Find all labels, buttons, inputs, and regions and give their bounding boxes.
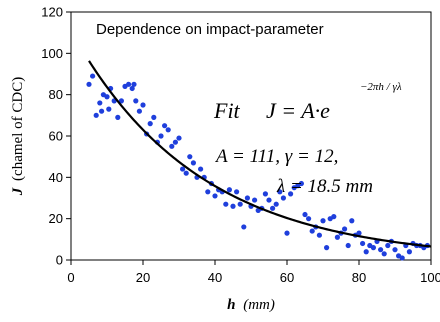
fit-params-line1: A = 111, γ = 12, bbox=[214, 146, 338, 167]
data-point bbox=[97, 100, 102, 105]
data-point bbox=[234, 189, 239, 194]
x-axis-label: h (mm) bbox=[227, 297, 275, 313]
data-point bbox=[331, 214, 336, 219]
data-point bbox=[140, 102, 145, 107]
data-point bbox=[335, 235, 340, 240]
data-point bbox=[151, 115, 156, 120]
fit-equation: J = A·e bbox=[266, 98, 330, 123]
data-point bbox=[266, 197, 271, 202]
chart-title: Dependence on impact-parameter bbox=[96, 21, 324, 38]
data-point bbox=[173, 140, 178, 145]
data-point bbox=[184, 171, 189, 176]
data-point bbox=[106, 107, 111, 112]
data-point bbox=[245, 195, 250, 200]
data-point bbox=[230, 204, 235, 209]
y-tick-label: 60 bbox=[49, 129, 63, 144]
data-point bbox=[137, 109, 142, 114]
x-tick-label: 40 bbox=[208, 270, 222, 285]
data-point bbox=[176, 135, 181, 140]
fit-exponent: −2πh / γλ bbox=[360, 81, 402, 93]
data-point bbox=[166, 127, 171, 132]
data-point bbox=[360, 241, 365, 246]
data-point bbox=[104, 94, 109, 99]
data-point bbox=[90, 73, 95, 78]
data-point bbox=[133, 98, 138, 103]
plot-area bbox=[71, 12, 431, 260]
y-tick-label: 20 bbox=[49, 211, 63, 226]
data-point bbox=[342, 226, 347, 231]
y-tick-label: 40 bbox=[49, 170, 63, 185]
data-point bbox=[392, 247, 397, 252]
data-point bbox=[238, 202, 243, 207]
data-point bbox=[349, 218, 354, 223]
data-point bbox=[306, 216, 311, 221]
data-point bbox=[187, 154, 192, 159]
data-point bbox=[126, 82, 131, 87]
data-point bbox=[252, 197, 257, 202]
data-point bbox=[263, 191, 268, 196]
y-tick-label: 80 bbox=[49, 87, 63, 102]
data-point bbox=[212, 193, 217, 198]
data-point bbox=[115, 115, 120, 120]
x-tick-label: 60 bbox=[280, 270, 294, 285]
data-point bbox=[86, 82, 91, 87]
x-tick-label: 0 bbox=[67, 270, 74, 285]
data-point bbox=[148, 121, 153, 126]
data-point bbox=[346, 243, 351, 248]
y-tick-label: 120 bbox=[41, 5, 63, 20]
data-point bbox=[198, 166, 203, 171]
data-point bbox=[205, 189, 210, 194]
y-axis: 0 20 40 60 80 100 120 bbox=[41, 5, 71, 268]
data-point bbox=[317, 233, 322, 238]
x-axis: 0 20 40 60 80 100 bbox=[67, 260, 440, 285]
data-point bbox=[191, 160, 196, 165]
fit-params-line2: λ = 18.5 mm bbox=[276, 176, 373, 197]
data-point bbox=[378, 247, 383, 252]
data-point bbox=[94, 113, 99, 118]
y-tick-label: 100 bbox=[41, 46, 63, 61]
data-point bbox=[162, 123, 167, 128]
y-axis-label: J (chamel of CDC) bbox=[10, 77, 26, 196]
data-point bbox=[382, 251, 387, 256]
data-point bbox=[400, 255, 405, 260]
data-point bbox=[310, 228, 315, 233]
y-tick-label: 0 bbox=[56, 253, 63, 268]
data-point bbox=[158, 133, 163, 138]
data-point bbox=[364, 249, 369, 254]
data-point bbox=[223, 202, 228, 207]
x-tick-label: 80 bbox=[352, 270, 366, 285]
data-point bbox=[385, 243, 390, 248]
data-point bbox=[270, 206, 275, 211]
data-point bbox=[99, 109, 104, 114]
data-point bbox=[241, 224, 246, 229]
data-point bbox=[227, 187, 232, 192]
fit-word: Fit bbox=[213, 98, 241, 123]
data-point bbox=[274, 202, 279, 207]
data-point bbox=[371, 245, 376, 250]
data-point bbox=[407, 249, 412, 254]
data-point bbox=[169, 144, 174, 149]
data-point bbox=[320, 218, 325, 223]
data-point bbox=[302, 212, 307, 217]
data-point bbox=[131, 82, 136, 87]
x-tick-label: 100 bbox=[420, 270, 440, 285]
x-tick-label: 20 bbox=[136, 270, 150, 285]
data-point bbox=[324, 245, 329, 250]
data-point bbox=[284, 231, 289, 236]
